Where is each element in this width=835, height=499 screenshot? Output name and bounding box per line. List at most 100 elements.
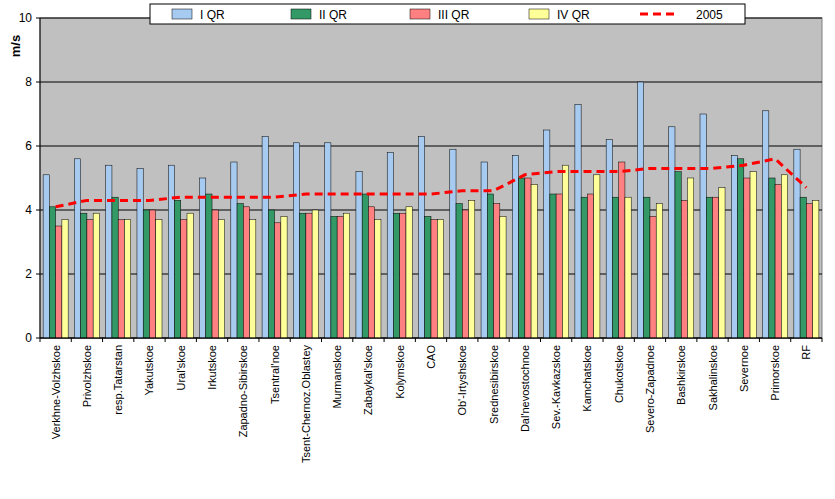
bar [781,175,787,338]
bar [713,197,719,338]
x-tick-label: Ural'skoe [175,345,187,391]
legend-box [150,4,745,24]
bar [218,220,224,338]
legend-label: 2005 [696,8,723,22]
y-tick-label: 2 [25,267,32,281]
x-tick-label: Verkhne-Volzhskoe [50,345,62,439]
category-separator [165,338,166,342]
bar [462,210,468,338]
bar [556,194,562,338]
bar [587,194,593,338]
bar [512,156,518,338]
category-separator [196,338,197,342]
chart: 0246810m/sVerkhne-VolzhskoePrivolzhskoer… [0,0,835,499]
legend-swatch [291,9,311,19]
bar [738,159,744,338]
bar [763,111,769,338]
bar [137,168,143,338]
tick-mark [36,18,40,19]
bar [175,200,181,338]
tick-mark [36,210,40,211]
y-tick-label: 10 [19,11,33,25]
bar [293,143,299,338]
legend-swatch [172,9,192,19]
bar [731,156,737,338]
bar [62,220,68,338]
plot-area [40,18,822,338]
legend-swatch [410,9,430,19]
grid-line [40,338,822,339]
category-separator [509,338,510,342]
bar [356,172,362,338]
category-separator [759,338,760,342]
bar [243,207,249,338]
bar [719,188,725,338]
bar [331,216,337,338]
x-tick-label: Primorskoe [769,345,781,401]
category-separator [102,338,103,342]
bar [368,207,374,338]
bar [800,197,806,338]
x-tick-label: Sakhalinskoe [707,345,719,410]
bar [237,204,243,338]
category-separator [603,338,604,342]
bar [594,175,600,338]
bar [769,178,775,338]
x-tick-label: RF [800,345,812,360]
category-separator [71,338,72,342]
category-separator [728,338,729,342]
category-separator [133,338,134,342]
x-tick-label: Ob'-Irtyshskoe [456,345,468,416]
tick-mark [36,146,40,147]
bar [312,210,318,338]
bar [262,136,268,338]
bar [531,184,537,338]
bar [644,197,650,338]
bar [387,152,393,338]
bar [775,184,781,338]
legend-swatch [529,9,549,19]
bar [619,162,625,338]
x-tick-label: Kamchatskoe [581,345,593,412]
category-separator [822,338,823,342]
x-tick-label: Dal'nevostochnoe [519,345,531,432]
bar [81,213,87,338]
category-separator [40,338,41,342]
legend: I QRII QRIII QRIV QR2005 [150,4,745,24]
line [56,159,807,207]
bar [250,220,256,338]
category-separator [352,338,353,342]
bar [806,204,812,338]
bar [168,165,174,338]
bar [181,220,187,338]
bar [87,220,93,338]
tick-mark [36,82,40,83]
category-separator [696,338,697,342]
bar [156,220,162,338]
bar [118,220,124,338]
bar [200,178,206,338]
bar [300,213,306,338]
category-separator [790,338,791,342]
legend-label: III QR [438,8,470,22]
x-axis [40,338,822,339]
bar [525,178,531,338]
category-separator [321,338,322,342]
x-tick-label: Tsent-Chernoz.Oblastey [300,345,312,463]
x-tick-label: CAO [425,345,437,369]
bar [450,149,456,338]
bar [431,220,437,338]
y-axis-label: m/s [8,35,23,57]
bar [813,200,819,338]
x-tick-label: Chukotskoe [613,345,625,403]
bar [343,213,349,338]
category-separator [384,338,385,342]
bar [675,172,681,338]
bar [325,143,331,338]
bar [375,220,381,338]
bar [337,216,343,338]
y-axis [40,18,41,338]
y-tick-label: 8 [25,75,32,89]
category-separator [540,338,541,342]
y-tick-label: 4 [25,203,32,217]
